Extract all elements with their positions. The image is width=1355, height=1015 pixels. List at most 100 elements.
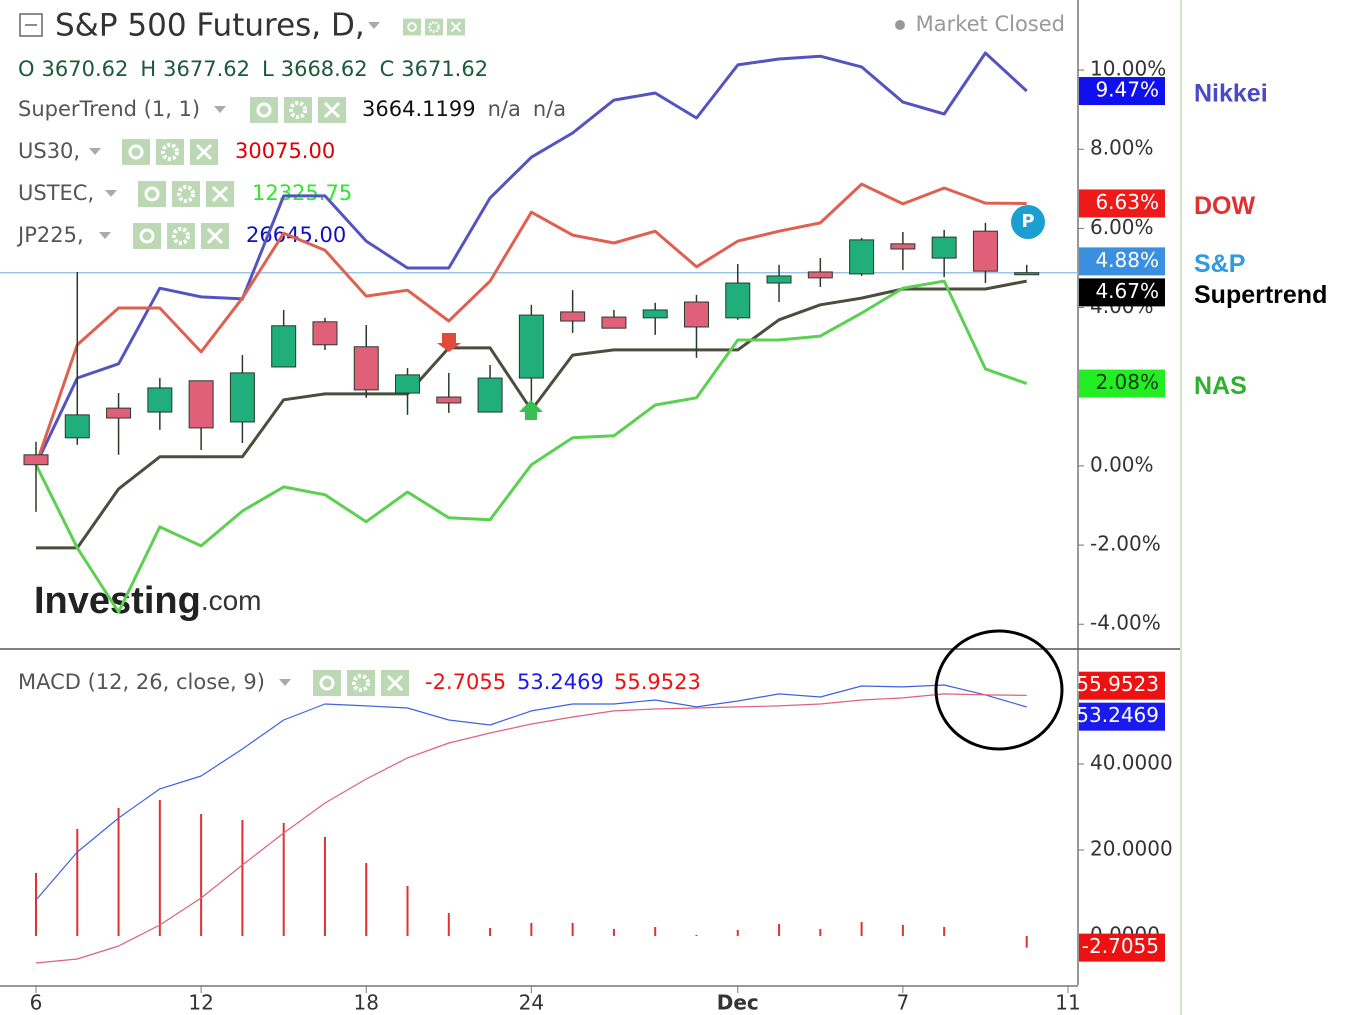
buy-signal: [519, 400, 543, 420]
candle-body: [560, 311, 586, 322]
value-tag: [1079, 671, 1165, 700]
y-tick-label: 20.0000: [1090, 836, 1173, 860]
value-tag-label: -2.7055: [1082, 934, 1159, 958]
title-icons[interactable]: [403, 19, 465, 36]
value-tag-label: 55.9523: [1076, 672, 1159, 696]
status-dot: [895, 20, 905, 30]
value-tag-label: 53.2469: [1076, 703, 1159, 727]
indicator-icons[interactable]: [122, 139, 218, 165]
ohlc-row: O 3670.62 H 3677.62 L 3668.62 C 3671.62: [18, 57, 488, 81]
candle-body: [890, 243, 916, 250]
line-series: [34, 51, 1028, 466]
candle-body: [312, 321, 338, 346]
indicator-name: SuperTrend (1, 1): [18, 97, 200, 121]
candle-body: [23, 454, 49, 466]
indicator-name: JP225,: [16, 223, 84, 247]
candle-body: [271, 325, 297, 368]
value-tag: [1079, 189, 1165, 218]
candle-body: [807, 271, 833, 279]
candle-body: [229, 372, 255, 423]
watermark: Investing.com: [34, 580, 262, 622]
dropdown-arrow[interactable]: [368, 22, 380, 29]
candle-body: [147, 387, 173, 413]
value-tag: [1079, 933, 1165, 962]
badge[interactable]: [1011, 205, 1045, 239]
indicator-icons[interactable]: [138, 181, 234, 207]
macd-readout: 55.9523: [614, 670, 701, 694]
dropdown-arrow[interactable]: [279, 679, 291, 686]
ohlc-value: 3677.62: [163, 57, 250, 81]
plot-area: 6121824Dec71110.00%8.00%6.00%4.00%2.00%0…: [0, 51, 1327, 1015]
candle-body: [972, 230, 998, 272]
chart-title: S&P 500 Futures, D,: [55, 8, 365, 44]
y-tick-label: 8.00%: [1090, 136, 1154, 160]
indicator-value: n/a: [533, 97, 566, 121]
value-tag: [1079, 278, 1165, 307]
dropdown-arrow[interactable]: [89, 148, 101, 155]
value-tag-label: 4.88%: [1095, 248, 1159, 272]
indicator-values: 3664.1199 n/a n/a: [362, 97, 566, 121]
x-tick-label: 7: [897, 991, 910, 1015]
candle-body: [849, 239, 875, 275]
watermark-main: Investing: [34, 580, 201, 622]
candle-body: [395, 374, 421, 394]
ohlc-label: L: [262, 57, 274, 81]
candle-body: [601, 316, 627, 329]
ohlc-value: 3668.62: [281, 57, 368, 81]
value-tag: [1079, 247, 1165, 276]
dropdown-arrow[interactable]: [214, 106, 226, 113]
value-tag: [1079, 702, 1165, 731]
line-series: [35, 684, 1027, 901]
indicator-icons[interactable]: [133, 223, 229, 249]
candle-body: [106, 407, 132, 419]
dropdown-arrow[interactable]: [105, 190, 117, 197]
x-tick-label: 12: [188, 991, 213, 1015]
value-tag-label: 2.08%: [1095, 370, 1159, 394]
x-tick-label: 24: [519, 991, 544, 1015]
legend-entry: Nikkei: [1194, 80, 1268, 108]
candle-body: [725, 282, 751, 319]
candle-body: [1014, 272, 1040, 276]
dropdown-arrow[interactable]: [99, 232, 111, 239]
candle-body: [642, 309, 668, 319]
value-tag-label: 4.67%: [1095, 279, 1159, 303]
watermark-suffix: .com: [201, 585, 262, 616]
line-series: [34, 279, 1028, 614]
x-tick-label: 18: [354, 991, 379, 1015]
collapse-button[interactable]: [19, 13, 43, 37]
value-tag: [1079, 369, 1165, 398]
line-series: [34, 182, 1027, 466]
indicator-icons[interactable]: [313, 670, 409, 696]
legend-entry: S&P: [1194, 250, 1245, 278]
legend-entry: DOW: [1194, 192, 1256, 220]
value-tag-label: 6.63%: [1095, 190, 1159, 214]
candle-body: [683, 301, 709, 328]
macd-readout: 53.2469: [517, 670, 604, 694]
annotation-circle: [934, 629, 1064, 751]
candle-body: [766, 275, 792, 284]
ohlc-value: 3671.62: [401, 57, 488, 81]
candle-body: [477, 377, 503, 413]
x-tick-label: 11: [1055, 991, 1080, 1015]
badge-label: P: [1021, 211, 1034, 232]
y-tick-label: 10.00%: [1090, 57, 1166, 81]
ohlc-value: 3670.62: [42, 57, 129, 81]
value-tag-label: 9.47%: [1095, 78, 1159, 102]
y-tick-label: -4.00%: [1090, 611, 1161, 635]
y-tick-label: -2.00%: [1090, 532, 1161, 556]
candle-body: [64, 414, 90, 439]
legend-entry: Supertrend: [1194, 281, 1327, 309]
sell-signal: [437, 333, 461, 352]
ohlc-label: C: [380, 57, 395, 81]
candle-body: [436, 396, 462, 404]
x-tick-label: 6: [30, 991, 43, 1015]
y-tick-label: 40.0000: [1090, 750, 1173, 774]
indicator-value: n/a: [488, 97, 521, 121]
y-tick-label: 0.00%: [1090, 452, 1154, 476]
indicator-icons[interactable]: [250, 97, 346, 123]
indicator-value: 26645.00: [246, 223, 346, 247]
indicator-value: 3664.1199: [362, 97, 476, 121]
candle-body: [931, 236, 957, 259]
